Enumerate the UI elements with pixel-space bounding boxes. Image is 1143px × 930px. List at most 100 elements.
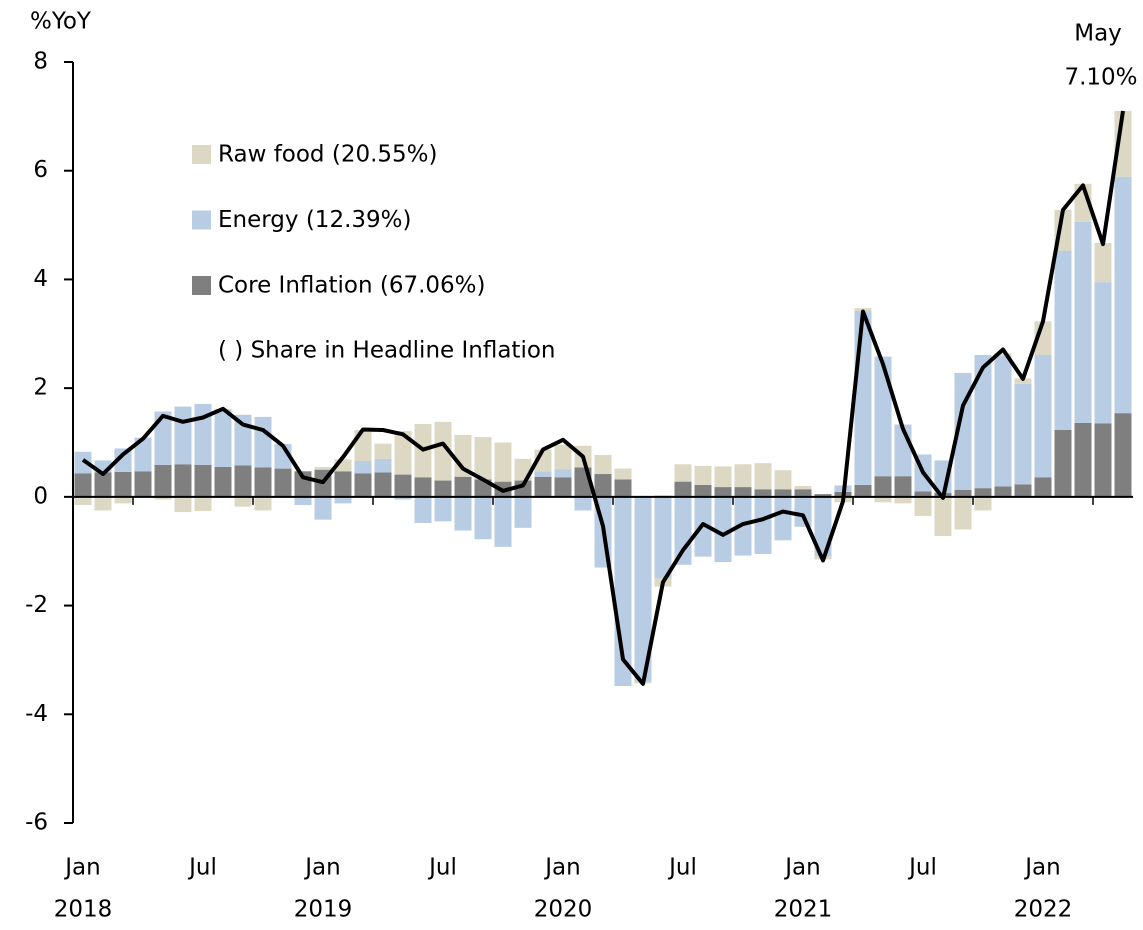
legend-swatch bbox=[192, 145, 211, 164]
bar bbox=[255, 497, 272, 511]
bar bbox=[675, 464, 692, 481]
bar bbox=[855, 311, 872, 485]
bar bbox=[715, 487, 732, 497]
bar bbox=[595, 474, 612, 497]
bar bbox=[555, 469, 572, 477]
legend-label: Raw food (20.55%) bbox=[218, 142, 438, 168]
bar bbox=[95, 472, 112, 496]
bar bbox=[175, 407, 192, 465]
bar bbox=[455, 497, 472, 531]
x-tick-label: Jan bbox=[303, 855, 340, 881]
bar bbox=[435, 481, 452, 497]
y-tick-label: -6 bbox=[25, 810, 48, 836]
bar bbox=[955, 490, 972, 497]
bar bbox=[415, 497, 432, 523]
bar bbox=[1055, 251, 1072, 430]
bar bbox=[235, 465, 252, 497]
bar bbox=[875, 476, 892, 497]
bar bbox=[955, 497, 972, 530]
legend-label: Core Inflation (67.06%) bbox=[218, 273, 486, 299]
bar bbox=[855, 485, 872, 497]
bar bbox=[915, 497, 932, 516]
bar bbox=[415, 477, 432, 497]
bar bbox=[435, 497, 452, 521]
bar bbox=[495, 497, 512, 547]
bar bbox=[135, 471, 152, 497]
bar bbox=[495, 443, 512, 482]
bar bbox=[675, 482, 692, 497]
bar bbox=[775, 497, 792, 540]
bar bbox=[315, 497, 332, 520]
bar bbox=[1095, 243, 1112, 282]
bar bbox=[575, 497, 592, 511]
y-tick-label: 0 bbox=[33, 483, 48, 509]
x-year-label: 2022 bbox=[1014, 897, 1073, 923]
bar bbox=[1115, 177, 1132, 413]
bar bbox=[1015, 484, 1032, 497]
bar bbox=[535, 477, 552, 497]
bar bbox=[295, 497, 312, 505]
bar bbox=[115, 472, 132, 497]
bar bbox=[355, 473, 372, 496]
bar bbox=[475, 437, 492, 479]
bar bbox=[1035, 355, 1052, 477]
value-label: 7.10% bbox=[1064, 64, 1137, 90]
bar bbox=[695, 485, 712, 497]
y-tick-label: 8 bbox=[33, 49, 48, 75]
chart: %YoY May ( ) Share in Headline Inflation… bbox=[0, 0, 1143, 926]
bar bbox=[995, 356, 1012, 486]
bar bbox=[775, 489, 792, 497]
bar bbox=[95, 497, 112, 511]
bar bbox=[375, 472, 392, 496]
legend-swatch bbox=[192, 211, 211, 230]
legend-note: ( ) Share in Headline Inflation bbox=[218, 338, 556, 364]
bar bbox=[515, 497, 532, 528]
y-tick-label: -2 bbox=[25, 592, 48, 618]
x-tick-label: Jul bbox=[667, 855, 697, 881]
bar bbox=[735, 487, 752, 497]
y-tick-label: -4 bbox=[25, 701, 48, 727]
x-tick-label: Jan bbox=[783, 855, 820, 881]
bar bbox=[935, 497, 952, 536]
bar bbox=[275, 469, 292, 497]
bar bbox=[615, 469, 632, 480]
bar bbox=[75, 473, 92, 496]
bar bbox=[755, 463, 772, 489]
bar bbox=[395, 475, 412, 497]
annotation: May bbox=[1074, 21, 1122, 47]
bar bbox=[595, 455, 612, 474]
bar bbox=[995, 487, 1012, 497]
bar bbox=[975, 497, 992, 511]
bar bbox=[335, 471, 352, 497]
bar bbox=[315, 467, 332, 470]
bar bbox=[195, 465, 212, 497]
bar bbox=[895, 476, 912, 497]
x-tick-label: Jul bbox=[907, 855, 937, 881]
bar bbox=[755, 497, 772, 554]
bar bbox=[555, 477, 572, 497]
bar bbox=[195, 497, 212, 511]
x-tick-label: Jan bbox=[543, 855, 580, 881]
bar bbox=[795, 489, 812, 497]
bar bbox=[235, 497, 252, 507]
bar bbox=[755, 489, 772, 497]
bar bbox=[715, 466, 732, 487]
bar bbox=[255, 417, 272, 468]
bar bbox=[1055, 430, 1072, 497]
bar bbox=[375, 459, 392, 473]
bar bbox=[1075, 222, 1092, 423]
y-tick-label: 2 bbox=[33, 375, 48, 401]
bar bbox=[1015, 384, 1032, 485]
bar bbox=[155, 465, 172, 497]
bar bbox=[175, 497, 192, 512]
bar bbox=[675, 497, 692, 565]
x-tick-label: Jul bbox=[427, 855, 457, 881]
bar bbox=[1035, 477, 1052, 497]
bar bbox=[375, 444, 392, 459]
y-tick-label: 4 bbox=[33, 266, 48, 292]
bar bbox=[555, 445, 572, 469]
bar bbox=[795, 497, 812, 527]
page: %YoY May ( ) Share in Headline Inflation… bbox=[0, 0, 1143, 930]
legend-label: Energy (12.39%) bbox=[218, 207, 411, 233]
line bbox=[83, 111, 1123, 684]
